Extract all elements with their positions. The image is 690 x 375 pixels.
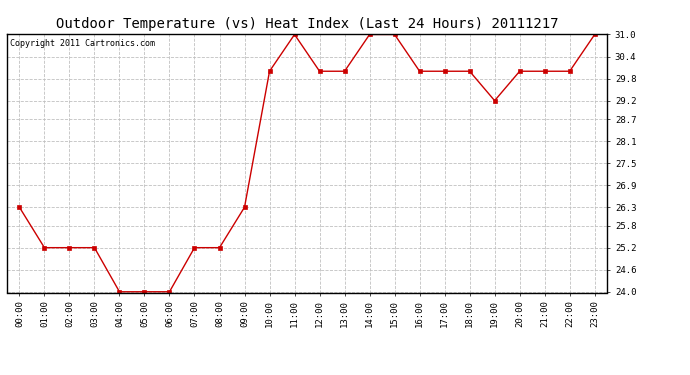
Text: Copyright 2011 Cartronics.com: Copyright 2011 Cartronics.com	[10, 39, 155, 48]
Title: Outdoor Temperature (vs) Heat Index (Last 24 Hours) 20111217: Outdoor Temperature (vs) Heat Index (Las…	[56, 17, 558, 31]
